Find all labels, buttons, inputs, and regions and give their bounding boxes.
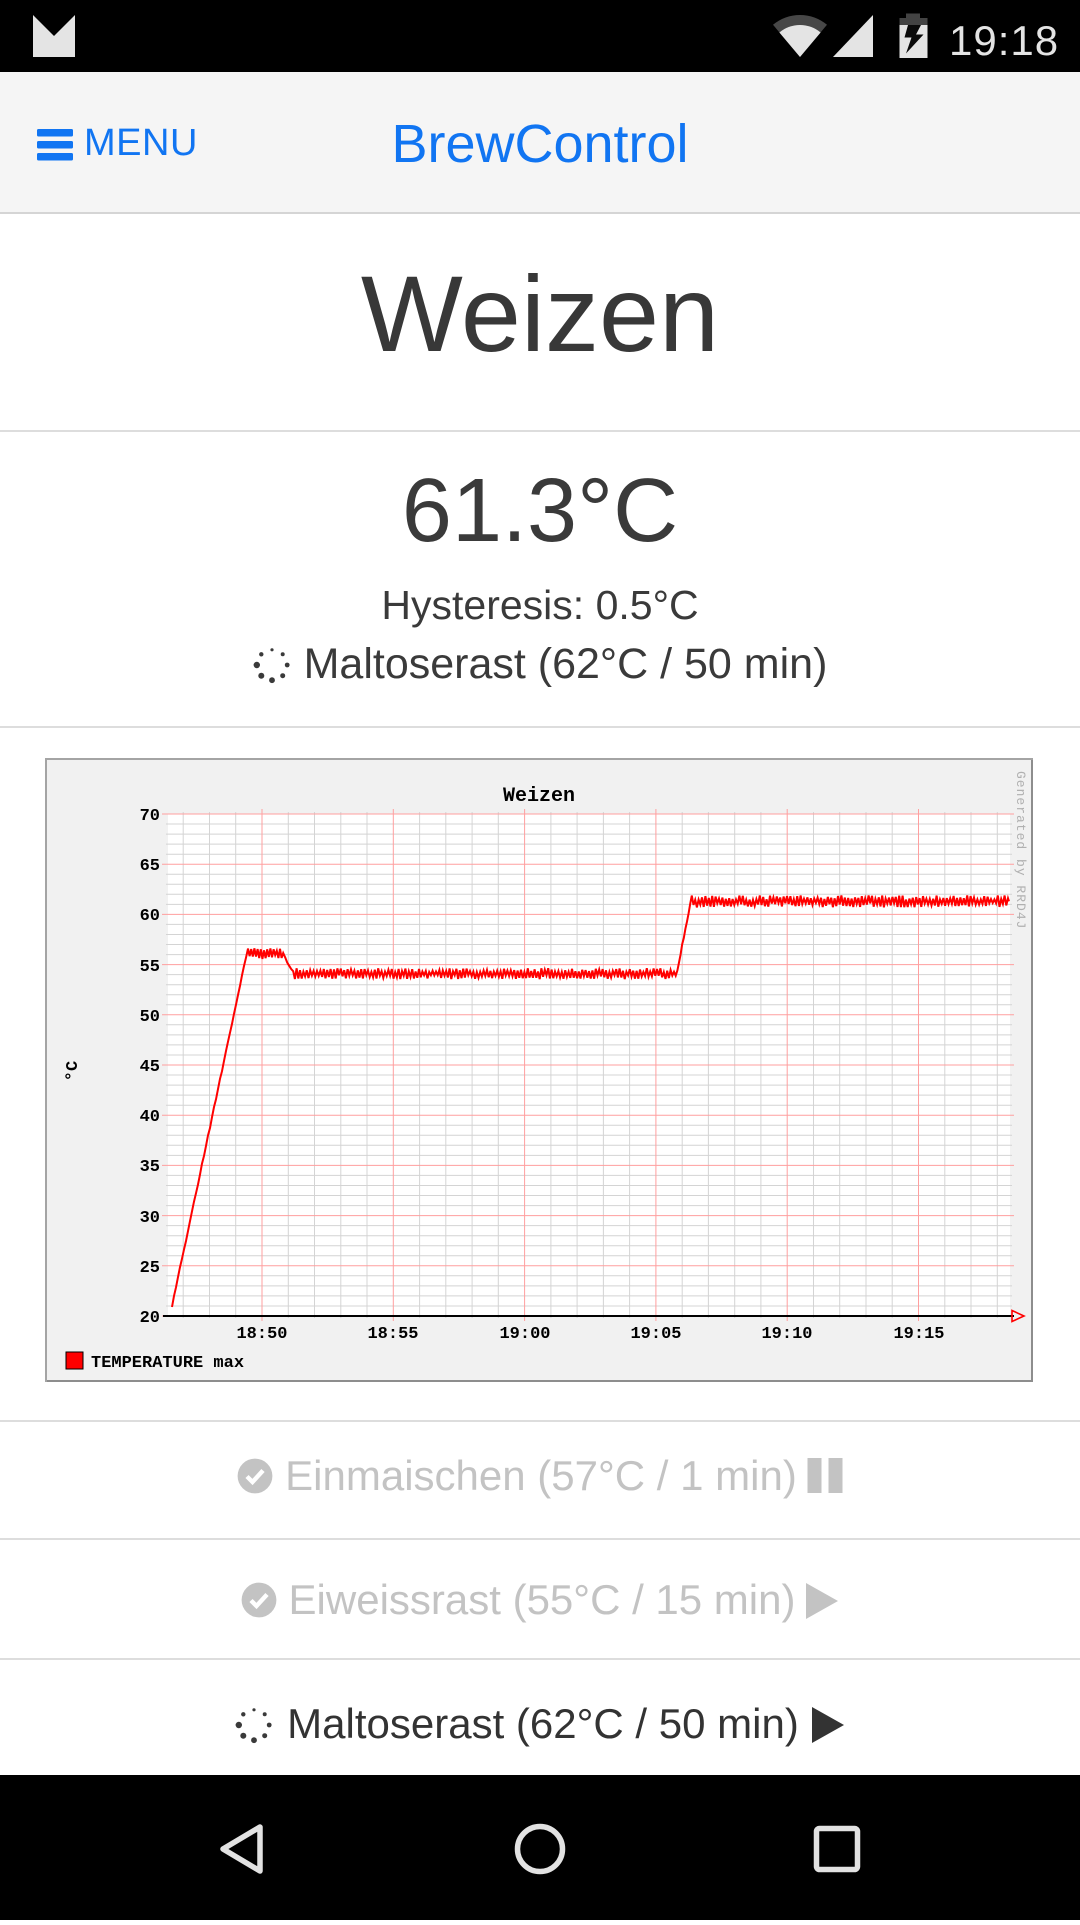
svg-text:TEMPERATURE max: TEMPERATURE max (91, 1354, 244, 1373)
svg-text:19:15: 19:15 (893, 1325, 944, 1344)
svg-text:45: 45 (140, 1058, 160, 1077)
svg-text:Weizen: Weizen (503, 785, 575, 808)
svg-text:19:05: 19:05 (630, 1325, 681, 1344)
svg-text:70: 70 (140, 807, 160, 826)
svg-text:55: 55 (140, 958, 160, 977)
svg-text:60: 60 (140, 907, 160, 926)
svg-text:18:50: 18:50 (236, 1325, 287, 1344)
svg-text:65: 65 (140, 857, 160, 876)
svg-text:°C: °C (64, 1061, 83, 1081)
svg-text:40: 40 (140, 1108, 160, 1127)
svg-text:Generated by RRD4J: Generated by RRD4J (1013, 771, 1028, 929)
svg-text:18:55: 18:55 (367, 1325, 418, 1344)
svg-text:25: 25 (140, 1259, 160, 1278)
svg-text:19:00: 19:00 (499, 1325, 550, 1344)
svg-text:19:10: 19:10 (761, 1325, 812, 1344)
svg-text:35: 35 (140, 1158, 160, 1177)
svg-text:30: 30 (140, 1209, 160, 1228)
svg-text:20: 20 (140, 1309, 160, 1328)
svg-text:50: 50 (140, 1008, 160, 1027)
